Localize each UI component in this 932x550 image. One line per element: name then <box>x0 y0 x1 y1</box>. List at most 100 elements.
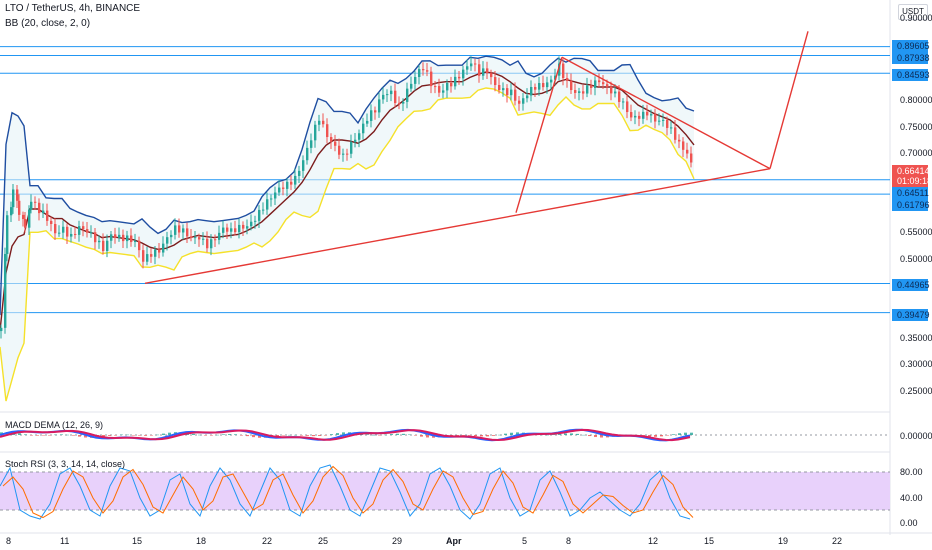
macd-histogram-bar <box>588 435 591 437</box>
time-tick: 29 <box>392 536 402 546</box>
candle-body <box>134 240 137 243</box>
price-tick: 0.70000 <box>900 148 932 158</box>
macd-histogram-bar <box>672 434 675 435</box>
macd-signal-line <box>0 428 691 442</box>
macd-label[interactable]: MACD DEMA (12, 26, 9) <box>5 420 103 430</box>
candle-body <box>418 69 421 78</box>
macd-histogram-bar <box>378 435 381 436</box>
macd-histogram-bar <box>204 435 207 436</box>
candle-body <box>106 240 109 252</box>
candle-body <box>442 90 445 93</box>
candle-body <box>158 249 161 253</box>
macd-histogram-bar <box>108 435 111 436</box>
time-tick: 18 <box>196 536 206 546</box>
macd-histogram-bar <box>120 434 123 436</box>
candle-body <box>406 88 409 102</box>
candle-body <box>30 201 33 210</box>
candle-body <box>78 226 81 235</box>
candle-body <box>538 83 541 90</box>
macd-histogram-bar <box>342 432 345 435</box>
macd-histogram-bar <box>678 433 681 435</box>
price-tick: 0.30000 <box>900 359 932 369</box>
candle-body <box>650 114 653 116</box>
macd-histogram-bar <box>132 435 135 436</box>
candle-body <box>574 90 577 93</box>
candle-body <box>474 63 477 65</box>
macd-histogram-bar <box>564 433 567 435</box>
time-tick: 22 <box>832 536 842 546</box>
candle-body <box>126 235 129 242</box>
candle-body <box>262 209 265 211</box>
macd-histogram-bar <box>324 435 327 436</box>
candle-body <box>578 91 581 93</box>
macd-histogram-bar <box>684 432 687 435</box>
macd-histogram-bar <box>552 434 555 436</box>
candle-body <box>478 64 481 76</box>
candle-body <box>422 69 425 71</box>
time-tick: 11 <box>60 536 69 546</box>
time-tick: 8 <box>566 536 571 546</box>
macd-histogram-bar <box>156 434 159 436</box>
candle-body <box>234 228 237 233</box>
macd-histogram-bar <box>414 435 417 436</box>
candle-body <box>638 115 641 119</box>
candle-body <box>394 90 397 104</box>
macd-histogram-bar <box>84 435 87 438</box>
candle-body <box>618 91 621 102</box>
candle-body <box>162 243 165 253</box>
candle-body <box>398 103 401 105</box>
price-tick: 0.25000 <box>900 386 932 396</box>
candle-body <box>154 249 157 257</box>
time-axis[interactable]: 8 11 15 18 22 25 29 Apr 5 8 12 15 19 22 <box>6 536 842 546</box>
macd-histogram-bar <box>396 433 399 435</box>
bb-fill <box>0 56 694 402</box>
macd-histogram-bar <box>294 434 297 436</box>
macd-histogram-bar <box>510 432 513 435</box>
candle-body <box>550 79 553 83</box>
candle-body <box>670 127 673 129</box>
trend-lines[interactable] <box>144 31 809 284</box>
trend-line-projection-left[interactable] <box>515 57 563 213</box>
candle-body <box>558 63 561 76</box>
candle-body <box>170 234 173 238</box>
price-axis[interactable]: 0.90000 0.80000 0.75000 0.70000 0.55000 … <box>900 13 932 396</box>
candle-body <box>146 254 149 262</box>
candle-body <box>90 232 93 234</box>
candle-body <box>510 89 513 96</box>
candle-body <box>186 228 189 237</box>
price-tick: 0.90000 <box>900 13 932 23</box>
trend-line-upper[interactable] <box>561 56 771 170</box>
candle-body <box>298 170 301 176</box>
time-tick: 15 <box>704 536 714 546</box>
trend-line-support[interactable] <box>144 167 771 284</box>
macd-histogram-bar <box>420 435 423 437</box>
candle-body <box>646 111 649 116</box>
candle-body <box>28 209 31 228</box>
candle-body <box>6 215 9 254</box>
candle-body <box>438 86 441 93</box>
level-label-bg <box>892 199 928 211</box>
macd-histogram-bar <box>192 433 195 435</box>
candle-body <box>318 120 321 125</box>
candle-body <box>12 189 15 208</box>
macd-histogram-bar <box>246 435 249 437</box>
candle-body <box>634 115 637 118</box>
bb-indicator-label[interactable]: BB (20, close, 2, 0) <box>5 18 91 29</box>
level-label-bg <box>892 187 928 199</box>
macd-histogram-bar <box>198 434 201 436</box>
candle-body <box>270 198 273 200</box>
macd-histogram-bar <box>210 435 213 436</box>
trend-line-projection-right[interactable] <box>769 31 809 169</box>
stoch-label[interactable]: Stoch RSI (3, 3, 14, 14, close) <box>5 459 125 469</box>
macd-histogram-bar <box>516 432 519 435</box>
currency-button[interactable]: USDT <box>898 4 928 20</box>
candle-body <box>16 189 19 201</box>
macd-histogram-bar <box>474 435 477 436</box>
candle-body <box>150 254 153 257</box>
current-price-bg <box>892 165 928 187</box>
stoch-axis-tick: 40.00 <box>900 493 923 503</box>
candle-body <box>614 91 617 94</box>
countdown-label: 01:09:18 <box>897 176 932 186</box>
macd-histogram-bar <box>102 435 105 437</box>
